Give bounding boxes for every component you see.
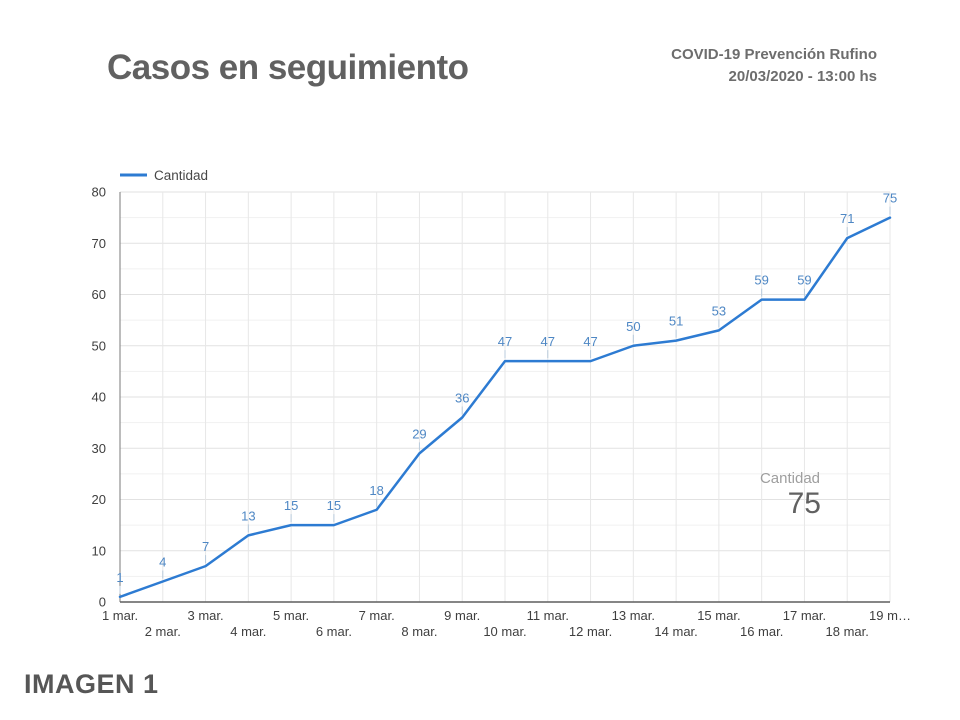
- point-value-label: 59: [797, 273, 811, 288]
- y-axis-tick-label: 70: [92, 236, 106, 251]
- x-axis-tick-label: 2 mar.: [145, 624, 181, 639]
- x-axis-tick-label: 4 mar.: [230, 624, 266, 639]
- point-value-label: 1: [116, 570, 123, 585]
- legend-label: Cantidad: [154, 168, 208, 183]
- x-axis-tick-label: 17 mar.: [783, 608, 826, 623]
- image-caption: IMAGEN 1: [24, 669, 159, 699]
- x-axis-tick-label: 13 mar.: [612, 608, 655, 623]
- header-subtitle-line2: 20/03/2020 - 13:00 hs: [728, 68, 877, 85]
- y-axis-tick-label: 40: [92, 390, 106, 405]
- point-value-label: 15: [284, 498, 298, 513]
- point-value-label: 18: [369, 483, 383, 498]
- x-axis-tick-label: 8 mar.: [401, 624, 437, 639]
- point-value-label: 29: [412, 426, 426, 441]
- point-value-label: 47: [583, 334, 597, 349]
- y-axis-tick-label: 10: [92, 543, 106, 558]
- callout-series-label: Cantidad: [760, 470, 820, 487]
- header-subtitle-line1: COVID-19 Prevención Rufino: [671, 46, 877, 63]
- point-value-label: 7: [202, 539, 209, 554]
- x-axis-tick-label: 16 mar.: [740, 624, 783, 639]
- point-value-label: 13: [241, 508, 255, 523]
- y-axis-tick-label: 50: [92, 338, 106, 353]
- data-line-cantidad: [118, 216, 892, 599]
- x-axis-tick-label: 19 m…: [869, 608, 911, 623]
- point-value-label: 36: [455, 391, 469, 406]
- x-axis-tick-label: 10 mar.: [483, 624, 526, 639]
- callout-current-value: 75: [788, 487, 821, 520]
- point-value-label: 50: [626, 319, 640, 334]
- point-value-label: 47: [498, 334, 512, 349]
- point-value-label: 15: [327, 498, 341, 513]
- header-subtitle: COVID-19 Prevención Rufino 20/03/2020 - …: [671, 44, 877, 88]
- point-value-label: 71: [840, 211, 854, 226]
- y-axis-tick-label: 60: [92, 287, 106, 302]
- point-value-label: 47: [541, 334, 555, 349]
- x-axis-tick-label: 3 mar.: [187, 608, 223, 623]
- x-axis-tick-label: 1 mar.: [102, 608, 138, 623]
- x-axis-tick-label: 14 mar.: [654, 624, 697, 639]
- x-axis-tick-label: 15 mar.: [697, 608, 740, 623]
- x-axis-tick-label: 9 mar.: [444, 608, 480, 623]
- y-axis-tick-label: 20: [92, 492, 106, 507]
- page-title: Casos en seguimiento: [107, 48, 469, 87]
- x-axis-tick-label: 11 mar.: [527, 608, 569, 623]
- x-axis-tick-label: 18 mar.: [826, 624, 869, 639]
- y-axis-tick-label: 80: [92, 185, 106, 200]
- point-value-label: 51: [669, 314, 683, 329]
- y-axis-tick-label: 30: [92, 441, 106, 456]
- point-value-label: 75: [883, 191, 897, 206]
- point-value-label: 53: [712, 303, 726, 318]
- y-axis-tick-label: 0: [99, 595, 106, 610]
- x-axis-tick-label: 5 mar.: [273, 608, 309, 623]
- x-axis-tick-label: 6 mar.: [316, 624, 352, 639]
- x-axis-tick-label: 12 mar.: [569, 624, 612, 639]
- point-value-label: 59: [754, 273, 768, 288]
- x-axis-tick-label: 7 mar.: [359, 608, 395, 623]
- point-value-label: 4: [159, 555, 166, 570]
